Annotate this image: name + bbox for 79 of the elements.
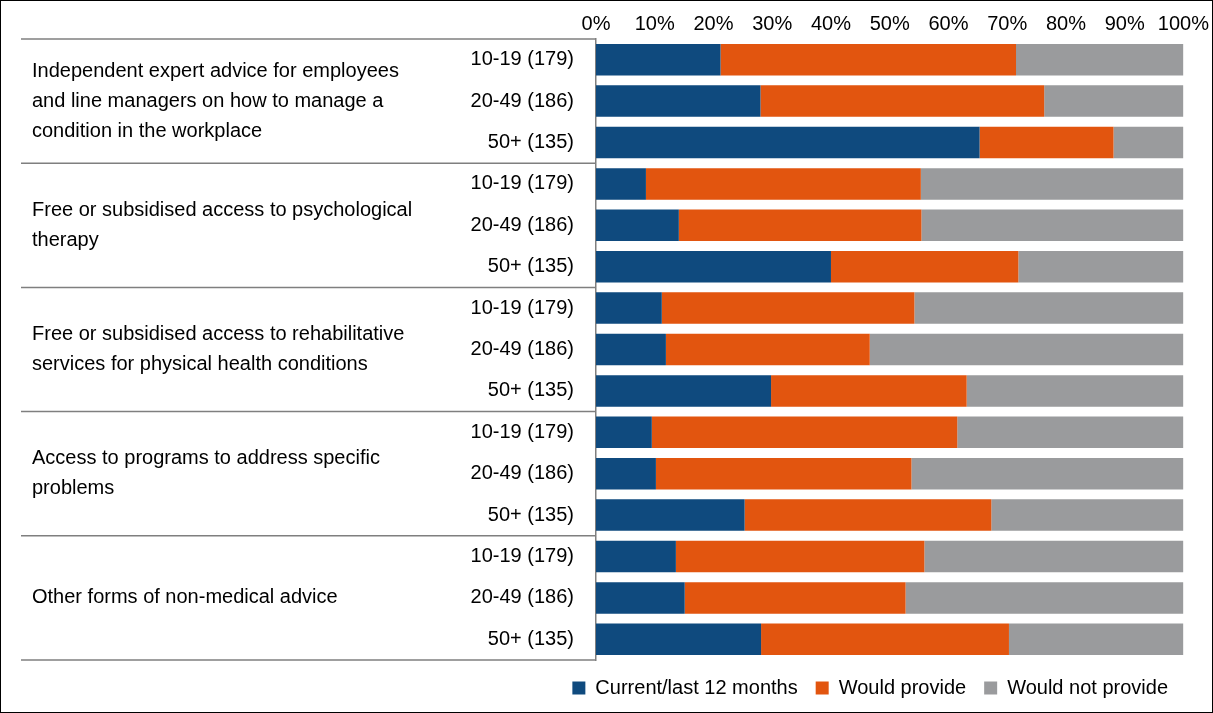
bar: [905, 582, 1184, 614]
x-tick-label: 0%: [581, 11, 611, 34]
bar: [921, 209, 1184, 242]
bar: [665, 333, 870, 366]
bar: [596, 292, 662, 324]
y-tick-label: 50+ (135): [487, 626, 574, 649]
bar: [596, 540, 676, 573]
bar: [596, 582, 685, 614]
bar: [1016, 43, 1184, 76]
text: Other forms of non-medical advice: [32, 585, 338, 608]
bar: [760, 85, 1045, 117]
bar: [924, 540, 1184, 573]
bar: [1008, 623, 1184, 656]
bar: [744, 499, 992, 531]
bar: [914, 292, 1184, 324]
y-tick-label: 50+ (135): [487, 130, 574, 153]
bar: [830, 250, 1019, 283]
y-tick-label: 10-19 (179): [470, 171, 574, 194]
y-tick-label: 20-49 (186): [470, 461, 574, 484]
bar: [1044, 85, 1184, 117]
bar: [1018, 250, 1184, 283]
text: Independent expert advice for employees and line managers on how to manage a condition in the workplace: [32, 58, 399, 141]
bar: [655, 457, 912, 490]
legend-label: Would not provide: [1007, 675, 1168, 698]
bar: [869, 333, 1184, 366]
x-tick-label: 10%: [634, 11, 675, 34]
y-tick-label: 10-19 (179): [470, 47, 574, 70]
y-tick-label: 20-49 (186): [470, 585, 574, 608]
bar: [1113, 126, 1184, 159]
x-tick-label: 70%: [987, 11, 1028, 34]
bar: [596, 168, 646, 200]
x-tick-label: 50%: [869, 11, 910, 34]
bar: [596, 416, 652, 449]
bar: [761, 623, 1009, 656]
x-tick-label: 20%: [693, 11, 734, 34]
x-tick-label: 30%: [752, 11, 793, 34]
y-tick-label: 50+ (135): [487, 378, 574, 401]
bar: [966, 375, 1184, 407]
bar: [645, 168, 921, 200]
y-tick-label: 50+ (135): [487, 502, 574, 525]
bar: [991, 499, 1184, 531]
bar: [771, 375, 967, 407]
y-tick-label: 50+ (135): [487, 254, 574, 277]
x-tick-label: 40%: [810, 11, 852, 34]
bar: [651, 416, 958, 449]
bar: [596, 499, 745, 531]
bar: [920, 168, 1184, 200]
text: Free or subsidised access to rehabilitative services for physical health conditions: [32, 322, 410, 375]
x-tick-label: 80%: [1045, 11, 1087, 34]
bar: [596, 126, 980, 159]
bar: [596, 85, 761, 117]
bar: [911, 457, 1184, 490]
bar: [678, 209, 922, 242]
bar: [596, 333, 666, 366]
y-tick-label: 20-49 (186): [470, 337, 574, 360]
y-tick-label: 10-19 (179): [470, 295, 574, 318]
x-tick-label: 100%: [1157, 11, 1210, 34]
bar: [596, 457, 656, 490]
bar: [661, 292, 915, 324]
text: Access to programs to address specific problems: [32, 446, 380, 499]
bar: [720, 43, 1017, 76]
bar: [684, 582, 906, 614]
y-tick-label: 20-49 (186): [470, 212, 574, 235]
x-tick-label: 90%: [1104, 11, 1145, 34]
bar: [596, 250, 831, 283]
legend-label: Current/last 12 months: [595, 675, 798, 698]
text: Free or subsidised access to psychological therapy: [32, 197, 413, 250]
legend-label: Would provide: [838, 675, 967, 698]
bar: [957, 416, 1184, 449]
x-tick-label: 60%: [928, 11, 969, 34]
bar: [596, 209, 679, 242]
bar: [675, 540, 925, 573]
bar: [596, 623, 762, 656]
y-tick-label: 10-19 (179): [470, 544, 574, 567]
bar: [979, 126, 1114, 159]
y-tick-label: 20-49 (186): [470, 88, 574, 111]
bar: [596, 43, 721, 76]
y-tick-label: 10-19 (179): [470, 419, 574, 442]
bar: [596, 375, 772, 407]
